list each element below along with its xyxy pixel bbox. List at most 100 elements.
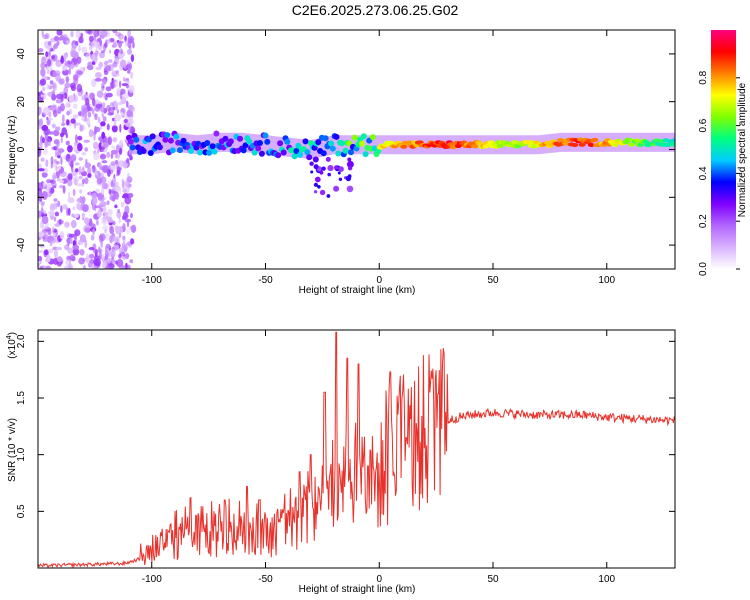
noise-blob	[76, 56, 82, 64]
noise-blob	[67, 145, 73, 153]
ridge-point	[149, 133, 156, 140]
noise-blob	[87, 111, 92, 118]
noise-blob	[63, 92, 68, 99]
ridge-point	[496, 143, 504, 148]
noise-blob	[116, 258, 124, 267]
colorbar-gradient	[711, 30, 736, 269]
noise-blob	[117, 101, 123, 106]
noise-blob	[70, 49, 76, 58]
snr-y-ticks: 0.5 1.0 1.5 2.0	[16, 334, 675, 518]
spectrogram-x-label: Height of straight line (km)	[299, 285, 416, 296]
noise-blob	[57, 151, 62, 155]
noise-blob	[53, 249, 59, 259]
noise-blob	[91, 78, 97, 88]
noise-blob	[38, 124, 42, 130]
noise-blob	[55, 202, 58, 208]
noise-blob	[52, 71, 57, 78]
tail-blob	[325, 156, 331, 162]
noise-blob	[121, 83, 128, 87]
noise-blob	[72, 248, 80, 256]
noise-blob	[82, 107, 88, 115]
noise-blob	[96, 128, 99, 132]
noise-blob	[39, 141, 43, 149]
snr-panel: -100 -50 0 50 100 0.5 1.0 1.5 2.0 Height of str…	[6, 329, 676, 595]
noise-blob	[70, 44, 77, 49]
noise-blob	[126, 100, 129, 108]
tail-blob	[327, 165, 334, 172]
noise-blob	[92, 164, 96, 174]
noise-blob	[57, 200, 61, 207]
noise-blob	[116, 236, 120, 245]
tail-blob	[338, 166, 344, 172]
ridge-point	[262, 132, 269, 139]
ridge-point	[671, 138, 675, 143]
noise-blob	[39, 265, 43, 269]
noise-blob	[66, 110, 70, 116]
noise-blob	[38, 106, 42, 115]
noise-blob	[60, 56, 65, 64]
noise-blob	[82, 264, 86, 269]
noise-blob	[94, 41, 100, 48]
ridge-point	[156, 144, 163, 151]
colorbar-tick-label: 0.8	[698, 70, 709, 84]
noise-blob	[115, 260, 118, 265]
noise-blob	[61, 127, 67, 135]
snr-scale-base: (x10	[7, 339, 18, 359]
x-tick-label: 50	[487, 275, 499, 286]
noise-blob	[114, 114, 121, 122]
noise-blob	[98, 197, 105, 202]
noise-blob	[67, 197, 75, 204]
ridge-point	[147, 150, 154, 156]
noise-blob	[65, 259, 71, 266]
noise-blob	[70, 118, 76, 124]
noise-blob	[107, 218, 114, 223]
noise-blob	[39, 118, 43, 126]
noise-blob	[62, 204, 68, 210]
noise-blob	[78, 257, 85, 265]
noise-blob	[109, 81, 116, 89]
noise-blob	[112, 259, 116, 264]
ridge-point	[304, 149, 311, 156]
ridge-point	[342, 147, 349, 154]
noise-blob	[66, 119, 70, 126]
noise-blob	[67, 247, 74, 254]
noise-blob	[103, 196, 107, 200]
noise-blob	[106, 92, 113, 98]
noise-blob	[43, 209, 47, 215]
noise-blob	[76, 183, 83, 187]
noise-blob	[114, 191, 119, 200]
noise-blob	[88, 190, 91, 196]
noise-blob	[57, 256, 63, 263]
noise-blob	[126, 158, 130, 164]
noise-blob	[78, 45, 81, 52]
noise-blob	[95, 188, 100, 193]
noise-blob	[115, 104, 118, 111]
noise-blob	[53, 198, 58, 202]
noise-blob	[59, 171, 67, 178]
noise-blob	[81, 96, 85, 101]
y-tick-label: 1.5	[16, 391, 27, 405]
ridge-point	[284, 138, 291, 145]
noise-blob	[42, 226, 49, 230]
noise-blob	[98, 246, 101, 253]
noise-blob	[60, 136, 63, 144]
ridge-point	[237, 135, 243, 142]
noise-blob	[73, 74, 79, 81]
noise-blob	[45, 265, 52, 269]
colorbar-ticks: 0.0 0.2 0.4 0.6 0.8	[698, 70, 740, 276]
noise-blob	[106, 200, 110, 206]
noise-blob	[74, 213, 79, 218]
noise-blob	[125, 252, 129, 260]
noise-blob	[128, 85, 135, 94]
noise-blob	[74, 168, 79, 173]
spectrogram-panel: -100 -50 0 50 100 -40 -20 0 20 40 Height of stra…	[7, 29, 676, 296]
snr-y-label: SNR (10 * v/v)	[7, 418, 18, 482]
noise-blob	[42, 148, 48, 155]
noise-blob	[124, 196, 132, 205]
noise-blob	[100, 176, 107, 184]
ridge-point	[258, 150, 265, 157]
noise-blob	[105, 232, 110, 241]
noise-blob	[113, 73, 120, 77]
noise-blob	[132, 41, 135, 49]
noise-blob	[103, 142, 107, 148]
